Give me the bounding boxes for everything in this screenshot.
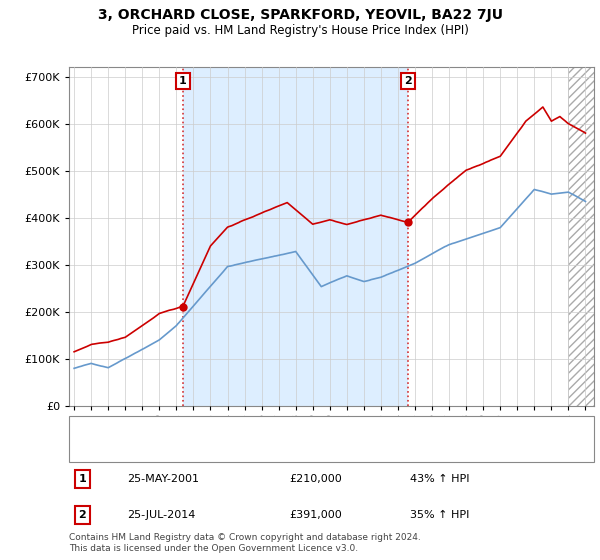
Text: 3, ORCHARD CLOSE, SPARKFORD, YEOVIL, BA22 7JU (detached house): 3, ORCHARD CLOSE, SPARKFORD, YEOVIL, BA2… [116, 424, 481, 434]
Text: 2: 2 [78, 510, 86, 520]
Text: Contains HM Land Registry data © Crown copyright and database right 2024.
This d: Contains HM Land Registry data © Crown c… [69, 533, 421, 553]
Text: 2: 2 [404, 76, 412, 86]
Text: 3, ORCHARD CLOSE, SPARKFORD, YEOVIL, BA22 7JU: 3, ORCHARD CLOSE, SPARKFORD, YEOVIL, BA2… [97, 8, 503, 22]
Text: 43% ↑ HPI: 43% ↑ HPI [410, 474, 470, 484]
Bar [568, 67, 594, 406]
Bar [183, 67, 407, 406]
Text: 1: 1 [78, 474, 86, 484]
Text: £391,000: £391,000 [290, 510, 342, 520]
Text: 25-MAY-2001: 25-MAY-2001 [127, 474, 199, 484]
Text: 1: 1 [179, 76, 187, 86]
Text: 35% ↑ HPI: 35% ↑ HPI [410, 510, 470, 520]
Text: £210,000: £210,000 [290, 474, 342, 484]
Text: HPI: Average price, detached house, Somerset: HPI: Average price, detached house, Some… [116, 446, 359, 455]
Text: Price paid vs. HM Land Registry's House Price Index (HPI): Price paid vs. HM Land Registry's House … [131, 24, 469, 36]
Text: 25-JUL-2014: 25-JUL-2014 [127, 510, 195, 520]
FancyBboxPatch shape [69, 416, 594, 462]
